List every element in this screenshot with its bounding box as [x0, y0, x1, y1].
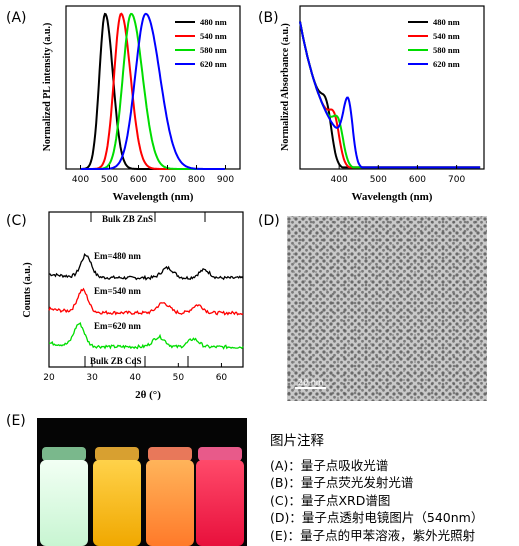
- legend-label: 620 nm: [200, 59, 227, 69]
- panel-b-letter: (B): [258, 10, 279, 26]
- legend-label: 580 nm: [200, 45, 227, 55]
- caption-line: (B)：量子点荧光发射光谱: [270, 475, 414, 490]
- caption-line: (A)：量子点吸收光谱: [270, 457, 389, 473]
- panel-a-letter: (A): [6, 10, 27, 26]
- scale-bar-label: 20 nm: [298, 378, 324, 387]
- figure-caption: 图片注释 (A)：量子点吸收光谱 (B)：量子点荧光发射光谱 (C)：量子点XR…: [270, 433, 515, 544]
- panel-e-letter: (E): [6, 413, 26, 429]
- tem-image: 20 nm: [287, 216, 487, 401]
- vial-red: [196, 447, 244, 546]
- caption-line: (E)：量子点的甲苯溶液，紫外光照射: [270, 527, 476, 543]
- vial-yellow: [93, 447, 141, 546]
- x-tick-label: 800: [188, 175, 205, 185]
- legend-label: 480 nm: [433, 17, 460, 27]
- xrd-series: [48, 322, 244, 350]
- panel-c-curve-label: Em=620 nm: [94, 321, 141, 331]
- x-tick-label: 50: [173, 373, 185, 383]
- x-tick-label: 400: [331, 175, 348, 185]
- panel-b-legend: 480 nm 540 nm 580 nm 620 nm: [408, 17, 460, 69]
- panel-a-ylabel: Normalized PL intensity (a.u.): [42, 23, 53, 152]
- x-tick-label: 700: [448, 175, 465, 185]
- legend-label: 580 nm: [433, 45, 460, 55]
- panel-c-chart: Bulk ZB ZnS Bulk ZB CdS Em=480 nm Em=540…: [22, 211, 244, 401]
- panel-c-xlabel: 2θ (°): [135, 389, 161, 401]
- x-tick-label: 700: [159, 175, 176, 185]
- panel-a-chart: 400 500 600 700 800 900 Wavelength (nm) Norma…: [42, 5, 241, 203]
- panel-c-curve-label: Em=480 nm: [94, 251, 141, 261]
- panel-c-ylabel: Counts (a.u.): [22, 262, 33, 317]
- panel-c-ref-bottom: Bulk ZB CdS: [90, 356, 142, 366]
- panel-b-xlabel: Wavelength (nm): [352, 191, 433, 203]
- pl-series-620-nm: [80, 12, 225, 170]
- panel-b-chart: 400 500 600 700 Wavelength (nm) Normalized …: [280, 5, 485, 203]
- x-tick-label: 20: [43, 373, 55, 383]
- panel-d-letter: (D): [258, 213, 280, 229]
- panel-b-ylabel: Normalized Absorbance (a.u.): [280, 23, 291, 151]
- caption-title: 图片注释: [270, 433, 324, 449]
- x-tick-label: 500: [101, 175, 118, 185]
- caption-line: (C)：量子点XRD谱图: [270, 492, 391, 508]
- caption-line: (D)：量子点透射电镜图片（540nm）: [270, 510, 484, 525]
- vial-green: [40, 447, 88, 546]
- abs-series-540-nm: [299, 21, 481, 169]
- xrd-series: [48, 287, 244, 316]
- legend-label: 620 nm: [433, 59, 460, 69]
- x-tick-label: 600: [409, 175, 426, 185]
- legend-label: 540 nm: [200, 31, 227, 41]
- abs-series-480-nm: [299, 21, 481, 169]
- legend-label: 540 nm: [433, 31, 460, 41]
- x-tick-label: 30: [86, 373, 98, 383]
- panel-c-ref-top: Bulk ZB ZnS: [102, 214, 153, 224]
- x-tick-label: 600: [130, 175, 147, 185]
- panel-c-letter: (C): [6, 213, 27, 229]
- x-tick-label: 40: [129, 373, 141, 383]
- abs-series-620-nm: [299, 21, 481, 169]
- x-tick-label: 400: [72, 175, 89, 185]
- x-tick-label: 60: [216, 373, 228, 383]
- panel-a-xlabel: Wavelength (nm): [113, 191, 194, 203]
- vials-photo: [37, 418, 247, 546]
- panel-a-legend: 480 nm 540 nm 580 nm 620 nm: [175, 17, 227, 69]
- abs-series-580-nm: [299, 21, 481, 169]
- legend-label: 480 nm: [200, 17, 227, 27]
- x-tick-label: 900: [217, 175, 234, 185]
- vial-orange: [146, 447, 194, 546]
- xrd-series: [49, 253, 244, 281]
- x-tick-label: 500: [370, 175, 387, 185]
- panel-c-curve-label: Em=540 nm: [94, 286, 141, 296]
